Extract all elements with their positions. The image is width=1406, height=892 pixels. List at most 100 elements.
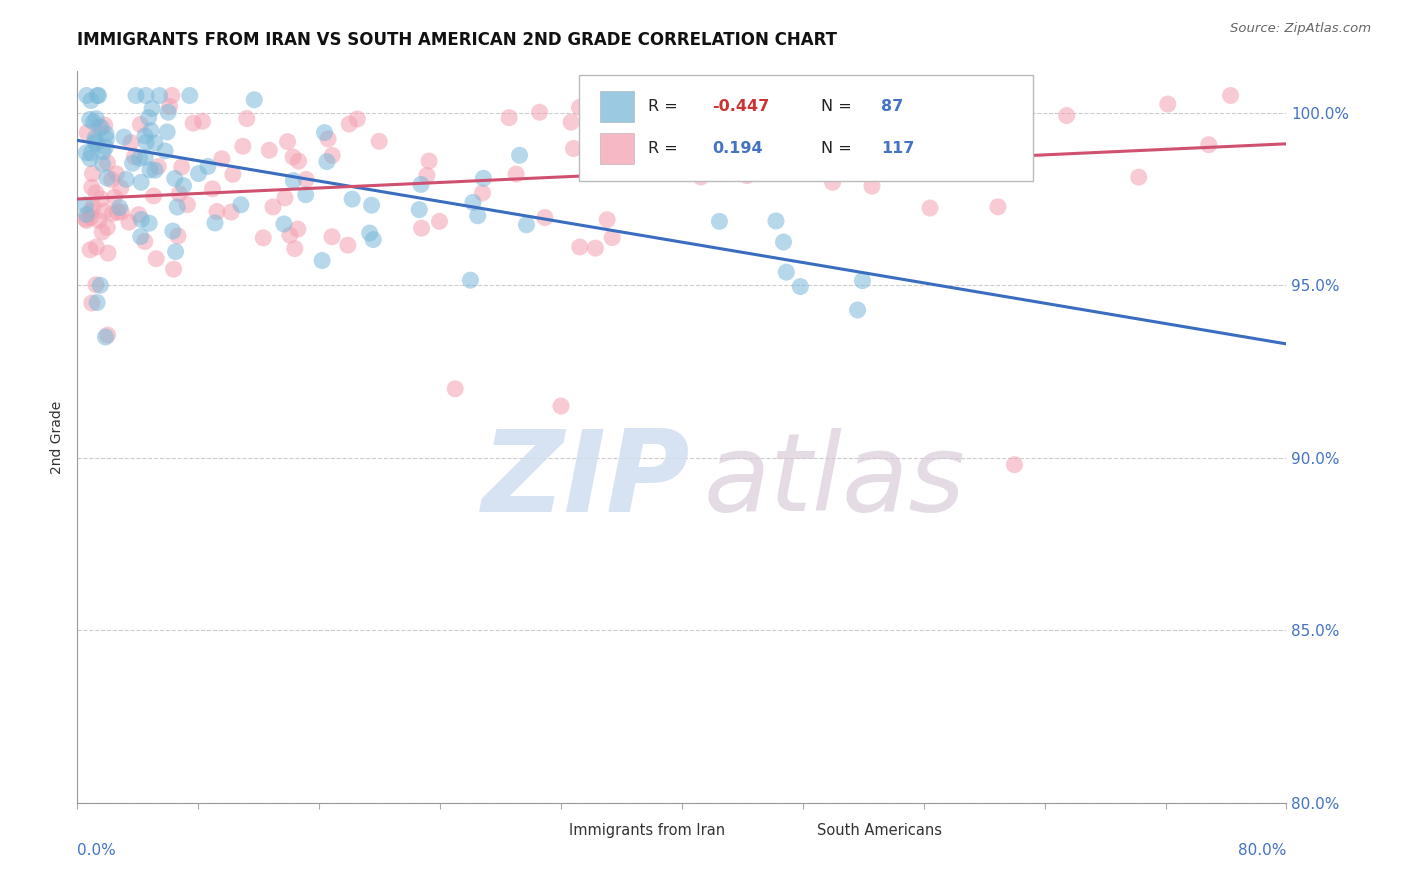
Point [262,200,284,214]
Point [128,151,150,165]
Point [110,205,132,219]
Point [498,111,520,125]
Point [96,171,118,186]
Point [143,136,166,150]
Text: 0.0%: 0.0% [77,843,117,858]
Point [128,208,150,222]
Point [735,169,758,183]
Point [1198,137,1220,152]
Point [87,88,110,103]
Point [86,295,108,310]
Point [316,154,339,169]
Point [76,88,98,103]
Point [97,328,120,343]
Point [89,278,111,293]
Point [211,152,233,166]
Point [83,135,105,149]
Text: -0.447: -0.447 [713,99,769,114]
Point [138,216,160,230]
Point [461,195,484,210]
Text: 0.194: 0.194 [713,141,763,156]
Point [278,228,301,243]
Point [1004,458,1026,472]
Point [138,111,160,125]
Point [583,241,606,255]
Point [314,126,336,140]
Text: 117: 117 [882,141,915,156]
Point [107,205,129,219]
Point [846,302,869,317]
Point [197,160,219,174]
Point [91,145,114,159]
Point [93,118,115,132]
Text: R =: R = [648,141,683,156]
Point [131,212,153,227]
Point [789,279,811,293]
Point [416,169,439,183]
Point [97,246,120,260]
Point [176,197,198,211]
Point [336,238,359,252]
Point [142,189,165,203]
Point [76,208,98,222]
Text: 80.0%: 80.0% [1239,843,1286,858]
Text: N =: N = [821,99,856,114]
Point [550,399,572,413]
Point [84,136,107,151]
Point [368,135,391,149]
Point [201,182,224,196]
Y-axis label: 2nd Grade: 2nd Grade [51,401,65,474]
Point [129,118,152,132]
Point [162,262,184,277]
Point [472,171,495,186]
Point [148,88,170,103]
Point [509,148,531,162]
Point [243,93,266,107]
Point [125,88,148,103]
Point [93,204,115,219]
Point [79,152,101,166]
Point [134,128,156,143]
Point [337,117,360,131]
Point [129,229,152,244]
Point [75,198,97,212]
Point [361,233,384,247]
Point [181,116,204,130]
Point [515,218,537,232]
Point [717,157,740,171]
Point [281,150,304,164]
Bar [524,821,551,843]
Point [118,215,141,229]
Point [101,206,124,220]
Point [321,229,343,244]
Point [165,244,187,259]
Bar [600,91,634,122]
Point [187,167,209,181]
Point [120,136,142,150]
Point [619,127,641,141]
Text: Source: ZipAtlas.com: Source: ZipAtlas.com [1230,22,1371,36]
Point [969,153,991,167]
Point [359,226,381,240]
Point [821,175,844,189]
Point [157,105,180,120]
Point [460,273,482,287]
Point [96,220,118,235]
Point [103,190,125,204]
Point [80,211,103,225]
Text: N =: N = [821,141,856,156]
Point [90,192,112,206]
Point [562,142,585,156]
Point [346,112,368,126]
Point [160,88,183,103]
Point [139,123,162,137]
Point [321,148,343,162]
Point [75,212,97,227]
Point [690,169,713,184]
Point [277,135,299,149]
Point [153,144,176,158]
Point [86,240,108,254]
Point [100,172,122,186]
Point [84,112,107,126]
Point [686,161,709,176]
